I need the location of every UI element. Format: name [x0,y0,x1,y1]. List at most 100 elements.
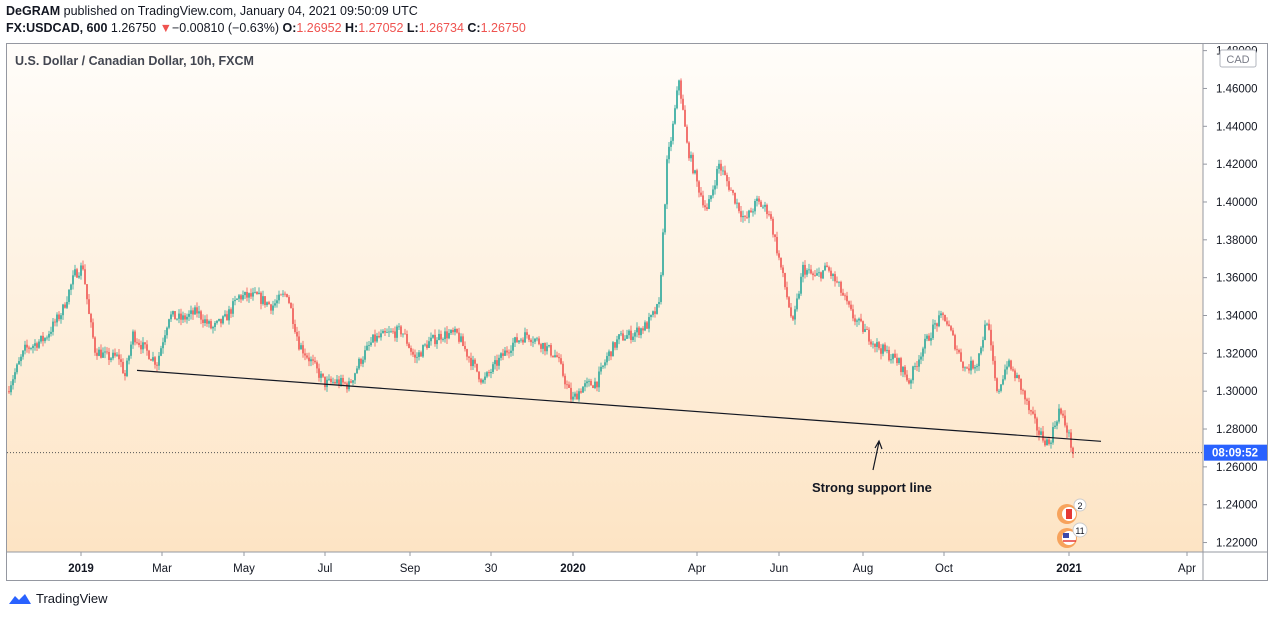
candle-body [908,380,910,384]
candle-body [716,168,718,186]
support-trendline[interactable] [136,369,1102,442]
candle-body [600,366,602,372]
candle-body [136,342,138,344]
candle-body [180,313,182,320]
candle-body [846,295,848,302]
candle-body [394,331,396,338]
candle-body [150,359,152,361]
candle-body [304,353,306,356]
candle-body [382,330,384,334]
candle-body [330,378,332,382]
candle-body [10,385,12,393]
candle-body [642,328,644,331]
candle-body [656,304,658,314]
candle-body [434,334,436,345]
candle-body [880,348,882,354]
candle-body [798,293,800,299]
candle-body [704,205,706,208]
candle-body [82,265,84,270]
candle-body [272,305,274,311]
candle-body [620,333,622,335]
candle-body [696,170,698,182]
candle-body [860,318,862,322]
y-tick-label: 1.24000 [1216,500,1258,512]
candle-body [800,276,802,294]
candle-body [538,338,540,345]
candle-body [132,331,134,345]
chart-svg[interactable]: 1.480001.460001.440001.420001.400001.380… [7,44,1267,580]
candle-body [728,181,730,190]
candle-body [786,287,788,298]
y-tick-label: 1.32000 [1216,348,1258,360]
candle-body [522,339,524,343]
candle-body [1066,425,1068,433]
candle-body [366,345,368,351]
candle-body [396,326,398,338]
candle-body [742,216,744,218]
x-tick-label: Apr [688,563,706,575]
candle-body [60,315,62,320]
candle-body [1036,418,1038,431]
candle-body [334,381,336,384]
candle-body [422,345,424,357]
candle-body [772,218,774,235]
events-markers[interactable]: 2 11 [1057,498,1088,548]
candle-body [140,344,142,350]
x-tick-label: Sep [400,563,420,575]
candle-body [614,342,616,348]
candle-body [54,321,56,323]
candle-body [398,326,400,328]
candle-body [672,123,674,141]
candle-body [242,295,244,300]
candle-body [204,319,206,324]
candle-body [390,331,392,333]
candle-body [12,379,14,386]
candle-body [438,333,440,341]
candle-body [596,381,598,388]
currency-box[interactable] [1219,49,1257,68]
candle-body [412,351,414,355]
event-count-bottom: 11 [1075,526,1084,536]
candle-body [628,330,630,336]
price-change: −0.00810 (−0.63%) [171,21,279,35]
candle-body [244,291,246,296]
candle-body [520,339,522,341]
x-tick-label: 2020 [560,563,586,575]
candle-body [264,296,266,306]
candle-body [580,391,582,393]
candle-body [472,359,474,367]
candle-body [782,267,784,274]
candle-body [380,333,382,338]
candle-body [902,366,904,373]
candle-body [248,293,250,298]
footer-brand[interactable]: TradingView [8,591,108,606]
candle-body [392,331,394,333]
candle-body [456,328,458,333]
candle-body [192,310,194,315]
candle-body [246,291,248,298]
candle-body [930,338,932,341]
candle-body [848,301,850,305]
candle-body [760,201,762,207]
candle-body [914,366,916,368]
candle-body [882,344,884,354]
candle-body [30,348,32,349]
candle-body [544,342,546,352]
candle-body [942,313,944,315]
candle-body [418,352,420,357]
candle-body [384,330,386,333]
candle-body [988,323,990,330]
candle-body [408,343,410,348]
candle-body [870,341,872,345]
candle-body [540,344,542,349]
candle-body [310,359,312,362]
candle-body [90,313,92,323]
candle-body [804,264,806,275]
candle-body [238,295,240,299]
x-tick-label: Apr [1178,563,1196,575]
candle-body [820,272,822,279]
candle-body [62,304,64,316]
candle-body [850,304,852,310]
candle-body [666,159,668,205]
candle-body [566,384,568,386]
